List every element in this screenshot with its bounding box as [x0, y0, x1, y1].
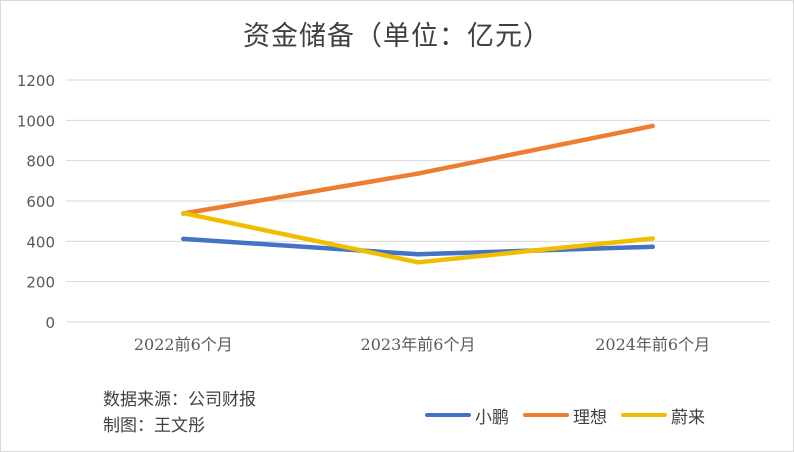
chart-title: 资金储备（单位：亿元）: [243, 21, 551, 52]
x-tick-label: 2024年前6个月: [595, 335, 710, 354]
y-tick-label: 1200: [17, 72, 55, 90]
y-tick-label: 800: [26, 153, 55, 171]
legend-swatch: [621, 413, 667, 417]
legend-item: 理想: [523, 403, 607, 428]
data-point: [415, 171, 421, 176]
data-source-note: 数据来源：公司财报: [103, 390, 256, 410]
y-tick-label: 600: [26, 193, 55, 211]
data-point: [650, 236, 655, 241]
legend-swatch: [523, 413, 569, 417]
legend: 小鹏 理想 蔚来: [425, 403, 705, 428]
legend-label: 小鹏: [475, 407, 509, 428]
data-point: [415, 252, 421, 257]
series-line: [181, 123, 655, 216]
y-tick-label: 200: [26, 274, 55, 292]
data-point: [181, 210, 186, 216]
y-axis-ticks: 0 200 400 600 800 1000 1200: [17, 72, 55, 332]
data-point: [650, 244, 655, 249]
grid-lines: [66, 79, 770, 323]
legend-label: 蔚来: [671, 407, 705, 428]
y-tick-label: 1000: [17, 112, 55, 130]
data-point: [650, 123, 655, 129]
y-tick-label: 0: [45, 314, 55, 332]
data-point: [181, 236, 186, 242]
x-axis-ticks: 2022前6个月 2023年前6个月 2024年前6个月: [134, 335, 710, 354]
y-tick-label: 400: [26, 233, 55, 251]
x-tick-label: 2022前6个月: [134, 335, 233, 354]
x-tick-label: 2023年前6个月: [361, 335, 476, 354]
legend-item: 蔚来: [621, 403, 705, 428]
legend-label: 理想: [573, 407, 607, 428]
series-lines: [181, 123, 655, 265]
data-point: [415, 260, 421, 265]
author-note: 制图：王文彤: [103, 416, 205, 436]
legend-item: 小鹏: [425, 403, 509, 428]
legend-swatch: [425, 413, 471, 417]
